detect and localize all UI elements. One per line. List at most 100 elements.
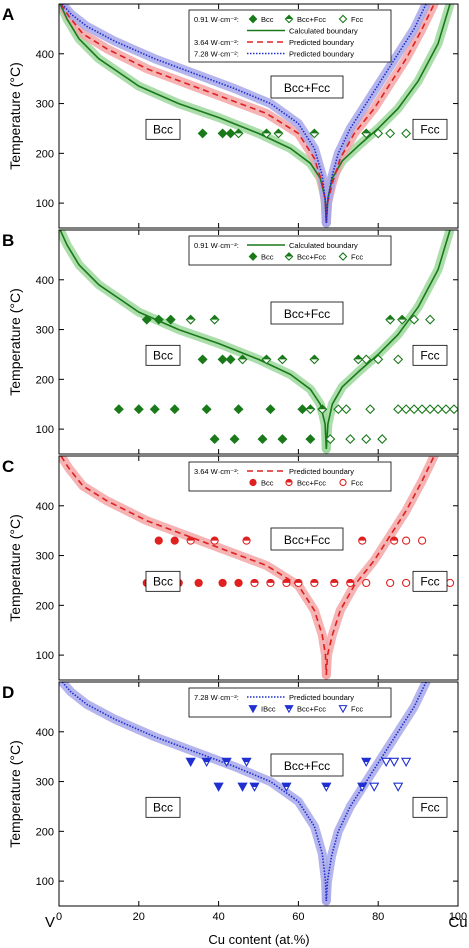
data-point-triangle-half (201, 757, 212, 767)
data-point-diamond-half (361, 128, 372, 139)
y-tick-label: 100 (36, 876, 54, 888)
legend-marker (338, 252, 348, 261)
x-tick-label: 20 (133, 911, 145, 923)
data-point-circle-half (282, 578, 291, 588)
y-tick-label: 300 (36, 99, 54, 111)
legend-label: Predicted boundary (289, 38, 354, 47)
data-point-circle-full (170, 536, 179, 545)
data-point-diamond-open (441, 404, 452, 415)
data-point-circle-full (194, 578, 203, 588)
panel-b: 100 200 300 400 Temperature (°C) B Bcc Fcc Bcc+F… (2, 229, 459, 455)
data-point-diamond-half (309, 128, 320, 139)
region-label-right: Fcc (420, 800, 439, 814)
data-point-triangle-open (381, 757, 392, 767)
legend: 0.91 W·cm⁻²: Calculated boundary Bcc Bcc+Fc… (188, 235, 392, 266)
data-point-diamond-open (425, 314, 436, 325)
legend-box (188, 235, 392, 266)
legend-label: Fcc (351, 479, 363, 488)
legend-label: Fcc (351, 15, 363, 24)
y-tick-label: 200 (36, 148, 54, 160)
plot-frame (58, 455, 459, 681)
data-point-triangle-open (393, 782, 404, 792)
legend-marker (249, 478, 257, 487)
data-point-diamond-open (401, 404, 412, 415)
plot-area (59, 230, 458, 454)
region-box-middle (270, 753, 344, 777)
region-label-middle: Bcc+Fcc (284, 81, 330, 95)
y-tick-label: 100 (36, 424, 54, 436)
data-point-diamond-open (345, 434, 356, 445)
data-point-diamond-half (317, 404, 328, 415)
data-point-circle-open (402, 536, 411, 545)
legend-box (188, 461, 392, 492)
legend-marker (339, 478, 347, 487)
data-point-diamond-full (197, 128, 208, 139)
region-box-middle (270, 527, 344, 551)
data-point-diamond-full (217, 128, 228, 139)
legend-box (188, 687, 392, 718)
data-point-triangle-half (281, 782, 292, 792)
region-label-left: Bcc (153, 800, 173, 814)
data-point-circle-half (330, 578, 339, 588)
boundary-line-solid-right (325, 230, 451, 450)
data-point-diamond-open (325, 434, 336, 445)
x-tick-label: 40 (212, 911, 224, 923)
plot-area (59, 4, 455, 228)
data-point-diamond-half (353, 354, 364, 365)
data-point-triangle-open (389, 757, 400, 767)
region-label-right: Fcc (420, 574, 439, 588)
panel-letter: A (2, 5, 14, 24)
boundary-line-dotted-right (325, 682, 427, 902)
data-point-circle-full (234, 578, 243, 588)
data-point-diamond-half (185, 314, 196, 325)
legend-marker (284, 14, 294, 24)
data-point-diamond-full (197, 354, 208, 365)
data-point-diamond-full (217, 354, 228, 365)
data-point-diamond-open (433, 404, 444, 415)
region-box-middle (270, 75, 344, 99)
y-tick-label: 300 (36, 551, 54, 563)
data-point-triangle-half (249, 782, 260, 792)
data-point-diamond-full (257, 434, 268, 445)
data-point-circle-full (218, 578, 227, 588)
data-point-circle-half (390, 536, 399, 545)
data-point-circle-half (266, 578, 275, 588)
data-point-diamond-open (373, 128, 384, 139)
data-point-diamond-full (201, 404, 212, 415)
legend-label: Bcc (261, 479, 274, 488)
data-point-diamond-full (225, 128, 236, 139)
y-tick-label: 100 (36, 198, 54, 210)
legend-label: Bcc+Fcc (297, 15, 326, 24)
data-point-circle-open (386, 578, 395, 588)
data-point-triangle-full (213, 782, 224, 792)
legend: 0.91 W·cm⁻²: Bcc Bcc+Fcc Fcc Calculated boun… (188, 9, 392, 63)
data-point-diamond-full (277, 434, 288, 445)
data-point-diamond-open (425, 404, 436, 415)
plot-frame (58, 3, 459, 229)
data-point-diamond-full (305, 434, 316, 445)
data-point-triangle-half (357, 782, 368, 792)
y-tick-label: 200 (36, 374, 54, 386)
data-point-circle-half (310, 578, 319, 588)
legend-prefix: 0.91 W·cm⁻²: (194, 15, 239, 24)
panel-letter: B (2, 231, 14, 250)
data-point-diamond-full (165, 314, 176, 325)
data-point-triangle-half (321, 782, 332, 792)
data-point-diamond-open (361, 434, 372, 445)
y-tick-label: 200 (36, 600, 54, 612)
data-point-diamond-open (409, 314, 420, 325)
x-tick-label: 60 (292, 911, 304, 923)
data-point-triangle-half (361, 757, 372, 767)
boundary-line-dashed-left (60, 456, 328, 676)
data-point-diamond-open (393, 354, 404, 365)
data-point-circle-half (210, 536, 219, 545)
data-point-circle-open (417, 536, 427, 545)
data-point-triangle-half (241, 757, 252, 767)
data-point-diamond-open (377, 434, 388, 445)
data-point-diamond-half (261, 354, 272, 365)
legend-marker (284, 252, 294, 261)
data-point-diamond-open (365, 404, 376, 415)
boundary-line-solid-left (59, 230, 328, 450)
